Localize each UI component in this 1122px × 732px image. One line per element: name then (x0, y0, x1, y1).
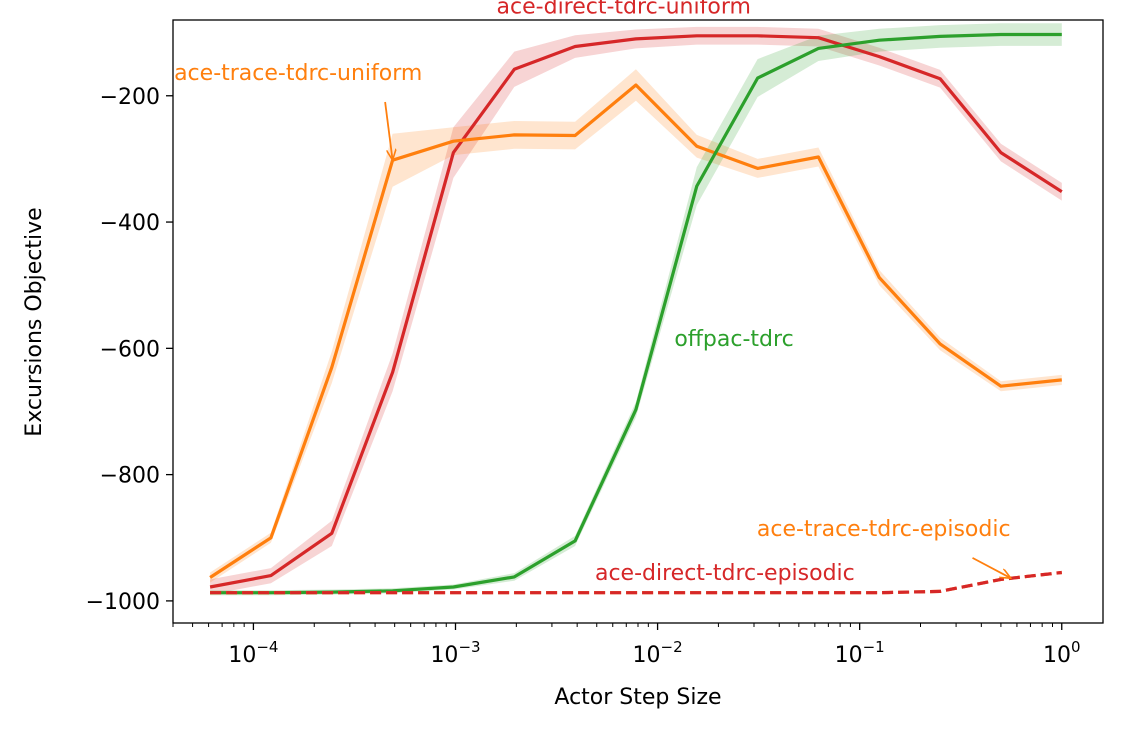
annotation-ace-trace-tdrc-episodic: ace-trace-tdrc-episodic (757, 517, 1011, 542)
x-tick-label: 10−4 (228, 638, 278, 668)
y-tick-label: −400 (100, 211, 160, 236)
x-tick-label: 10−3 (430, 638, 480, 668)
series-line-ace-direct-tdrc-uniform (209, 34, 1063, 589)
x-tick-label: 10−1 (835, 638, 885, 668)
x-tick-label: 100 (1043, 638, 1081, 668)
x-axis-label: Actor Step Size (554, 685, 721, 710)
annotation-ace-direct-tdrc-uniform: ace-direct-tdrc-uniform (497, 0, 751, 20)
series-line-ace-direct-tdrc-episodic (210, 570, 1062, 595)
plot-area (173, 20, 1103, 623)
x-tick-label: 10−2 (633, 638, 683, 668)
annotation-arrow-ace-trace-tdrc-episodic (972, 557, 1011, 578)
series-line-offpac-tdrc (210, 32, 1062, 595)
annotation-arrow-ace-trace-tdrc-uniform (384, 101, 392, 160)
annotation-ace-direct-tdrc-episodic: ace-direct-tdrc-episodic (595, 561, 855, 586)
y-tick-label: −200 (100, 85, 160, 110)
y-tick-label: −800 (100, 464, 160, 489)
series-line-ace-trace-tdrc-uniform (209, 83, 1062, 579)
y-axis-label: Excursions Objective (22, 207, 47, 436)
y-tick-label: −600 (100, 337, 160, 362)
annotation-ace-trace-tdrc-uniform: ace-trace-tdrc-uniform (174, 61, 422, 86)
y-tick-label: −1000 (86, 590, 160, 615)
annotation-offpac-tdrc: offpac-tdrc (674, 327, 793, 352)
